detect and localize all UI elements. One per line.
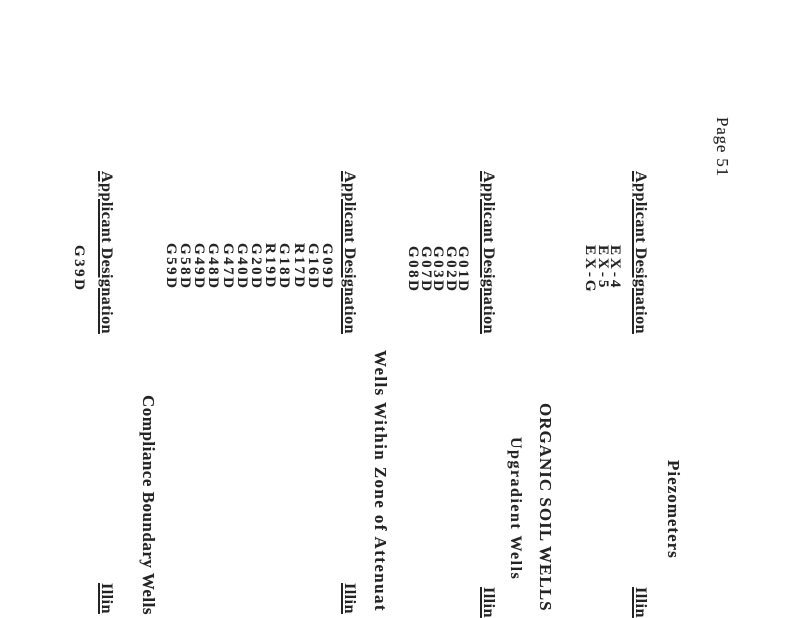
column-header-applicant-designation-3: Applicant Designation	[341, 171, 358, 334]
well-id: G16D	[304, 243, 321, 291]
well-id: G39D	[71, 245, 87, 293]
well-id: G20D	[248, 243, 265, 291]
well-id: G49D	[191, 243, 208, 291]
well-id: G18D	[276, 243, 293, 291]
well-id: G47D	[219, 243, 236, 291]
well-id: R17D	[290, 243, 307, 290]
well-list-piezometers: EX-4 EX-5 EX-G	[582, 245, 623, 295]
well-id: EX-5	[594, 245, 611, 291]
well-id: G58D	[177, 243, 194, 291]
well-list-zone-of-attenuation: G09D G16D R17D G18D R19D G20D G40D G47D …	[162, 243, 335, 291]
well-id: G40D	[233, 243, 250, 291]
column-header-applicant-designation-2: Applicant Designation	[480, 171, 497, 334]
well-id: G59D	[162, 243, 179, 291]
section-subtitle-upgradient-wells: Upgradient Wells	[507, 437, 524, 581]
section-title-piezometers: Piezometers	[664, 460, 683, 559]
well-id: G48D	[205, 243, 222, 291]
well-id: G02D	[442, 246, 459, 294]
column-header-applicant-designation-4: Applicant Designation	[98, 171, 115, 334]
well-id: G07D	[417, 246, 434, 294]
column-header-applicant-designation-1: Applicant Designation	[632, 171, 649, 334]
column-header-illinois-clipped-4: Illin	[98, 583, 115, 614]
section-title-compliance-boundary-wells: Compliance Boundary Wells	[139, 395, 158, 615]
well-list-compliance-boundary: G39D	[70, 245, 87, 293]
well-list-upgradient: G01D G02D G03D G07D G08D	[405, 246, 471, 294]
well-id: R19D	[262, 243, 279, 290]
column-header-illinois-clipped-2: Illin	[480, 587, 497, 618]
column-header-illinois-clipped-3: Illin	[341, 583, 358, 614]
well-id: G08D	[405, 246, 422, 294]
well-id: G09D	[319, 243, 335, 291]
section-title-zone-of-attenuation: Wells Within Zone of Attenuat	[371, 350, 390, 612]
page-number: Page 51	[713, 117, 732, 177]
column-header-illinois-clipped-1: Illin	[632, 587, 649, 618]
well-id: EX-G	[582, 245, 599, 295]
section-title-organic-soil-wells: ORGANIC SOIL WELLS	[536, 403, 555, 612]
